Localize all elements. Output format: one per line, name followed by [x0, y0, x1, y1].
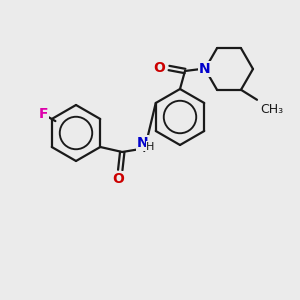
Text: N: N	[136, 136, 148, 150]
Text: N: N	[199, 62, 211, 76]
Text: N: N	[199, 62, 211, 76]
Text: O: O	[112, 172, 124, 186]
Text: H: H	[146, 142, 154, 152]
Text: CH₃: CH₃	[260, 103, 283, 116]
Text: F: F	[38, 107, 48, 121]
Text: O: O	[153, 61, 165, 75]
